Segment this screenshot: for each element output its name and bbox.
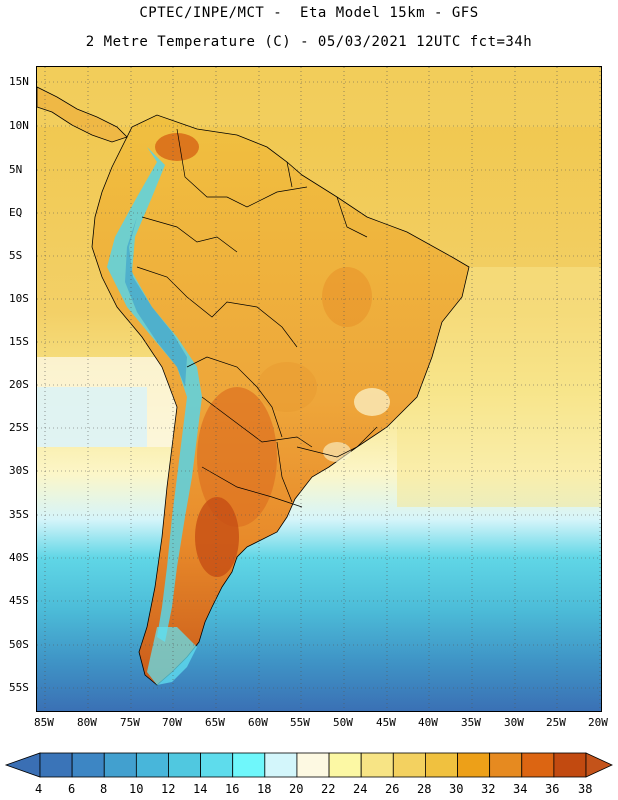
map-title-line-1: CPTEC/INPE/MCT - Eta Model 15km - GFS (139, 5, 479, 21)
lat-label: 15N (9, 75, 29, 88)
country-borders (136, 128, 378, 508)
colorbar-label: 14 (193, 782, 208, 796)
lat-label: 25S (9, 421, 29, 434)
hot-zone-chaco (197, 387, 277, 527)
colorbar-cell (135, 752, 169, 778)
temperature-map (36, 66, 602, 712)
colorbar (4, 752, 613, 778)
lat-label: 10N (9, 119, 29, 132)
lon-label: 25W (546, 716, 566, 729)
colorbar-cell (103, 752, 137, 778)
colorbar-cell (521, 752, 555, 778)
colorbar-label: 38 (578, 782, 593, 796)
colorbar-cell (232, 752, 266, 778)
colorbar-label: 22 (321, 782, 336, 796)
colorbar-high-arrow (585, 752, 613, 778)
lat-label: 35S (9, 508, 29, 521)
colorbar-cell (425, 752, 458, 778)
colorbar-label: 28 (417, 782, 432, 796)
colorbar-cell (328, 752, 362, 778)
lat-label: 5S (9, 249, 23, 262)
hot-zone-patagonia (195, 497, 239, 577)
colorbar-label: 20 (289, 782, 304, 796)
hot-zone-north (155, 133, 199, 161)
colorbar-label: 12 (161, 782, 176, 796)
colorbar-cell (457, 752, 491, 778)
colorbar-cell (392, 752, 426, 778)
central-america-landmass (37, 86, 128, 143)
lon-label: 75W (120, 716, 140, 729)
lat-label: 15S (9, 335, 29, 348)
lon-label: 40W (418, 716, 438, 729)
lon-label: 50W (333, 716, 353, 729)
colorbar-cell (553, 752, 587, 778)
colorbar-label: 18 (257, 782, 272, 796)
lon-label: 80W (77, 716, 97, 729)
lon-label: 35W (461, 716, 481, 729)
lat-label: 10S (9, 292, 29, 305)
colorbar-cell (168, 752, 201, 778)
colorbar-label: 8 (100, 782, 108, 796)
lat-label: 20S (9, 378, 29, 391)
lat-label: 55S (9, 681, 29, 694)
colorbar-cell (39, 752, 73, 778)
lat-label: 5N (9, 163, 23, 176)
colorbar-label: 6 (68, 782, 76, 796)
colorbar-label: 30 (449, 782, 464, 796)
lon-label: 55W (290, 716, 310, 729)
colorbar-low-arrow (4, 752, 41, 778)
colorbar-label: 10 (129, 782, 144, 796)
lat-label: 50S (9, 638, 29, 651)
lon-label: 45W (376, 716, 396, 729)
colorbar-label: 16 (225, 782, 240, 796)
lat-label: 30S (9, 464, 29, 477)
lon-label: 60W (248, 716, 268, 729)
colorbar-label: 34 (513, 782, 528, 796)
colorbar-cell (71, 752, 105, 778)
colorbar-label: 32 (481, 782, 496, 796)
lon-label: 65W (205, 716, 225, 729)
colorbar-cell (200, 752, 234, 778)
colorbar-label: 4 (35, 782, 43, 796)
lon-label: 20W (588, 716, 608, 729)
lon-label: 70W (162, 716, 182, 729)
lon-label: 30W (504, 716, 524, 729)
lat-label: 40S (9, 551, 29, 564)
lat-label: 45S (9, 594, 29, 607)
colorbar-label: 26 (385, 782, 400, 796)
map-title-line-2: 2 Metre Temperature (C) - 05/03/2021 12U… (85, 34, 533, 50)
colorbar-cell (264, 752, 298, 778)
colorbar-label: 36 (545, 782, 560, 796)
colorbar-cell (360, 752, 394, 778)
lon-label: 85W (34, 716, 54, 729)
lat-label: EQ (9, 206, 23, 219)
map-canvas (37, 67, 601, 711)
colorbar-label: 24 (353, 782, 368, 796)
colorbar-cell (296, 752, 330, 778)
colorbar-cell (489, 752, 523, 778)
